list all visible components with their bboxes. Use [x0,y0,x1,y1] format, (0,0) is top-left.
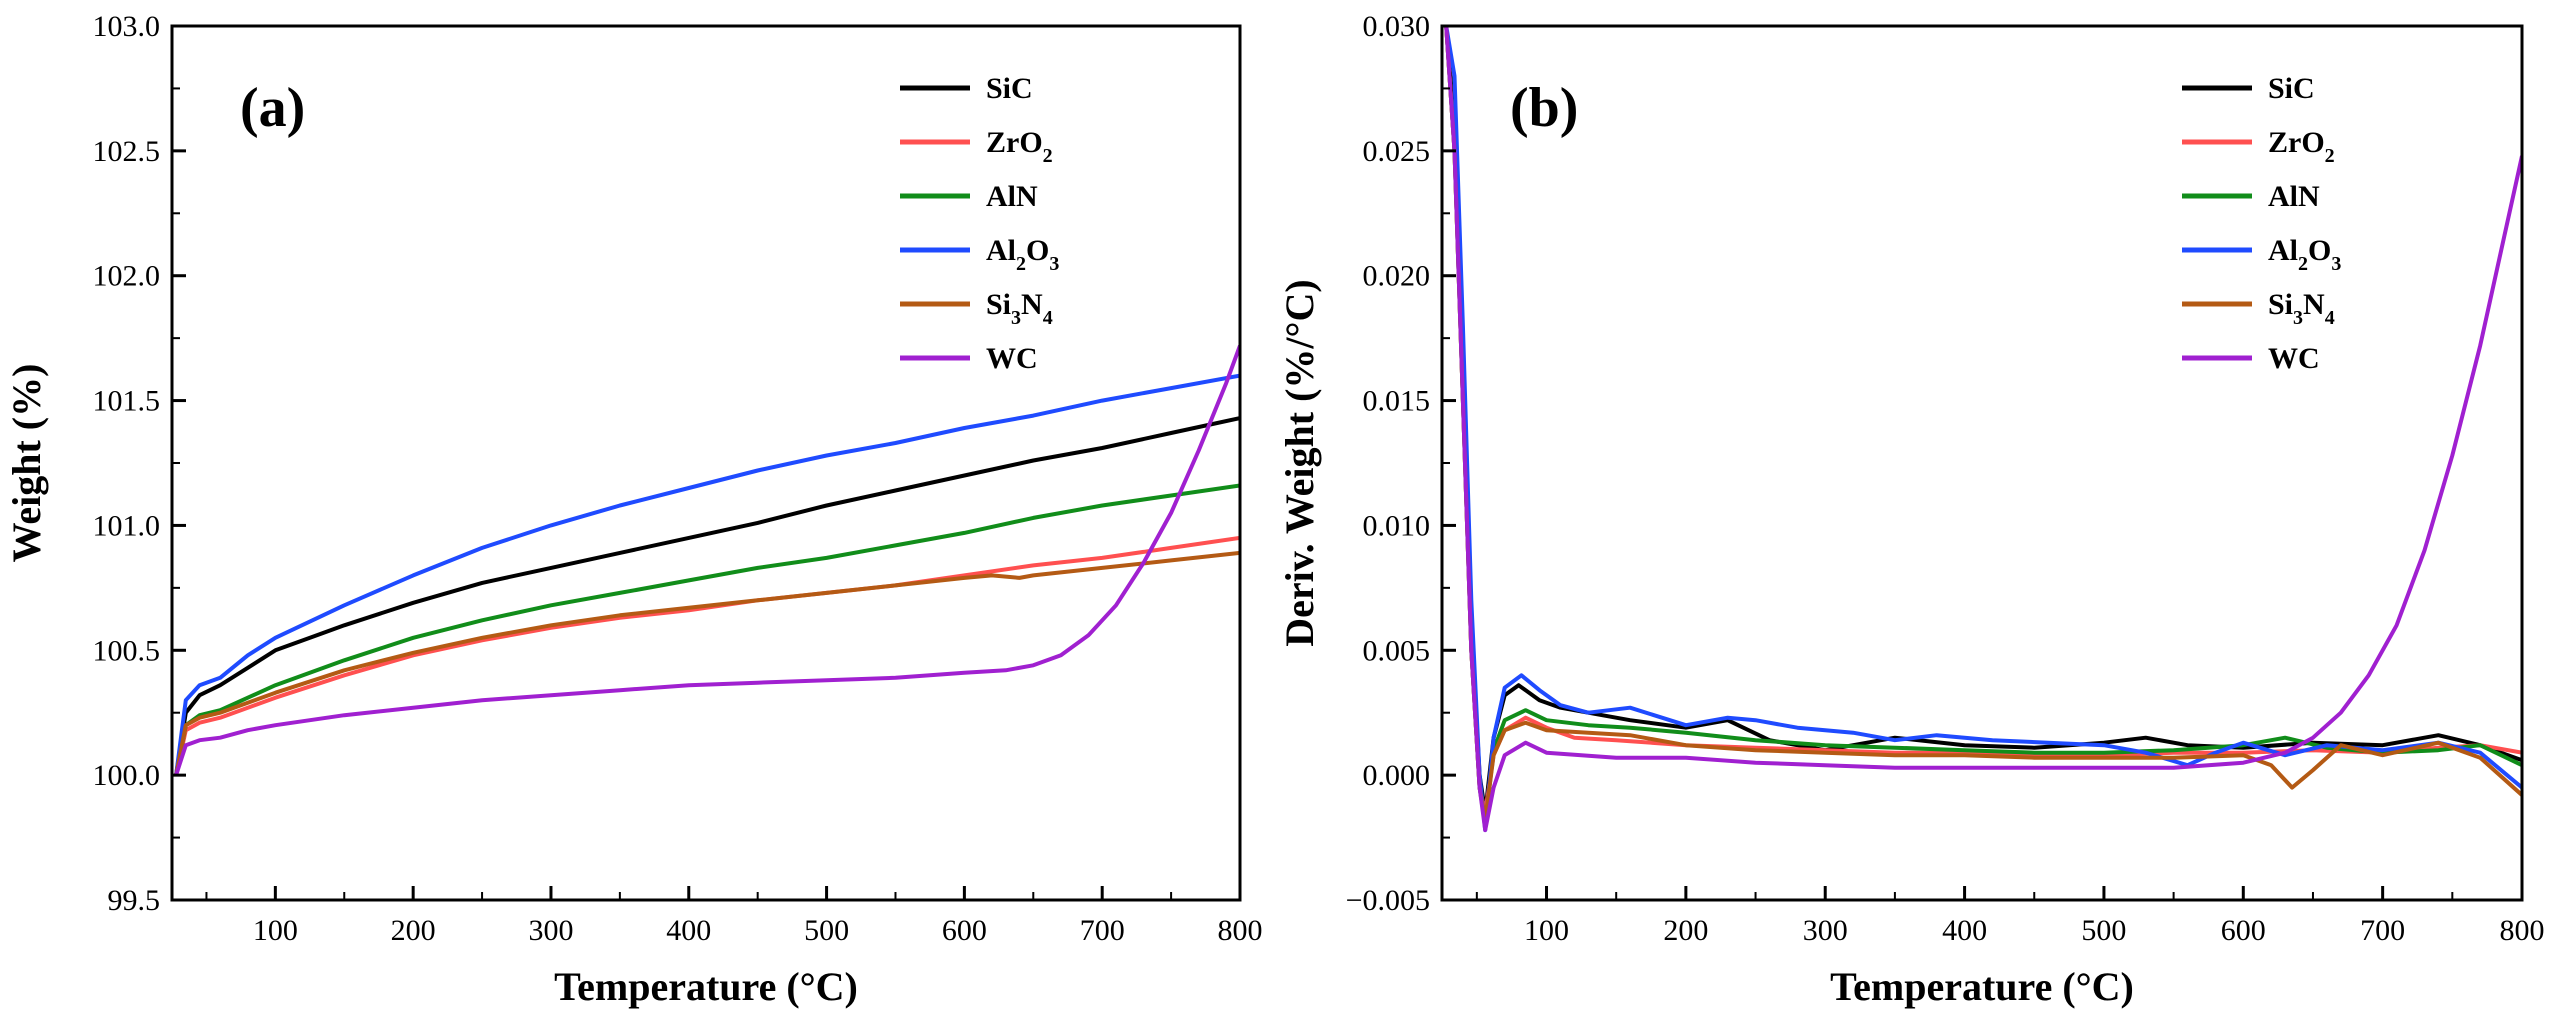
chart-panel-b: 100 200 300 400 500 600 700 800 −0.005 0.000 0.005… [1277,10,2545,1009]
series-line-WC [1444,26,2522,833]
legend-label-ZrO2: ZrO2 [2268,126,2335,167]
y-axis-label: Deriv. Weight (%/°C) [1277,279,1322,646]
y-tick-label: 100.5 [93,634,161,667]
x-axis-label: Temperature (°C) [1830,964,2134,1009]
y-tick-label: 102.5 [93,135,161,168]
legend-label-Al2O3: Al2O3 [986,234,1059,275]
x-tick-label: 800 [2500,914,2545,947]
x-tick-label: 100 [1524,914,1569,947]
y-tick-label: 0.020 [1363,260,1431,293]
series-line-SiC [174,416,1240,776]
y-tick-label: 0.025 [1363,135,1431,168]
series-line-Al2O3 [1444,26,2522,833]
y-tick-label: 99.5 [108,884,161,917]
series-line-AlN [1444,26,2522,828]
y-axis-label: Weight (%) [4,364,49,563]
x-tick-label: 300 [1803,914,1848,947]
y-tick-label: 101.0 [93,509,161,542]
series-line-SiC [1444,26,2522,815]
legend-label-AlN: AlN [986,180,1038,213]
x-tick-label: 700 [2360,914,2405,947]
legend-label-SiC: SiC [986,72,1033,105]
x-tick-label: 400 [1942,914,1987,947]
series-line-ZrO2 [174,535,1240,776]
y-tick-label: 100.0 [93,759,161,792]
y-tick-label: 102.0 [93,260,161,293]
y-tick-label: 0.010 [1363,509,1431,542]
chart-panel-a: 100 200 300 400 500 600 700 800 99.5 100.0 100.5 10… [4,10,1263,1009]
x-tick-label: 200 [1663,914,1708,947]
series-line-WC [174,344,1240,776]
x-tick-label: 700 [1080,914,1125,947]
x-tick-label: 600 [2221,914,2266,947]
y-tick-label: 0.015 [1363,385,1431,418]
legend-label-Si3N4: Si3N4 [2268,288,2335,329]
x-axis-label: Temperature (°C) [554,964,858,1009]
y-tick-label: 103.0 [93,10,161,43]
y-tick-label: −0.005 [1346,884,1430,917]
y-tick-label: 101.5 [93,385,161,418]
x-tick-label: 200 [391,914,436,947]
x-tick-label: 600 [942,914,987,947]
series-line-Si3N4 [174,550,1240,776]
x-tick-label: 100 [253,914,298,947]
x-tick-label: 500 [2081,914,2126,947]
y-tick-label: 0.000 [1363,759,1431,792]
legend-label-SiC: SiC [2268,72,2315,105]
legend-label-ZrO2: ZrO2 [986,126,1053,167]
legend: SiC ZrO2 AlN Al2O3 Si3N4 WC [2182,72,2341,375]
x-tick-label: 800 [1218,914,1263,947]
panel-label: (b) [1510,77,1578,139]
y-tick-label: 0.030 [1363,10,1431,43]
legend-label-WC: WC [2268,342,2320,375]
series-line-ZrO2 [1444,26,2522,815]
panel-label: (a) [240,77,305,139]
y-tick-label: 0.005 [1363,634,1431,667]
x-tick-label: 300 [528,914,573,947]
legend-label-AlN: AlN [2268,180,2320,213]
legend-label-Al2O3: Al2O3 [2268,234,2341,275]
x-tick-label: 500 [804,914,849,947]
x-tick-label: 400 [666,914,711,947]
legend-label-Si3N4: Si3N4 [986,288,1053,329]
series-line-AlN [174,483,1240,776]
legend-label-WC: WC [986,342,1038,375]
legend: SiC ZrO2 AlN Al2O3 Si3N4 WC [900,72,1059,375]
plot-frame [170,24,1242,902]
series-line-Si3N4 [1444,26,2522,823]
series-line-Al2O3 [174,373,1240,776]
